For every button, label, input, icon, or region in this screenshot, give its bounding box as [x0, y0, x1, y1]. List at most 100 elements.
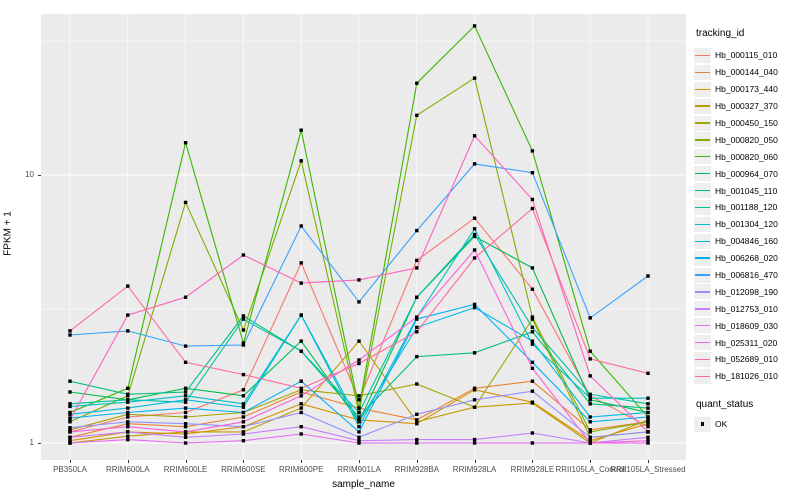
data-point — [530, 266, 535, 270]
data-point — [530, 206, 535, 211]
data-point — [183, 425, 188, 429]
x-tick-mark — [474, 460, 476, 463]
data-point — [241, 253, 246, 257]
data-point — [588, 430, 592, 434]
data-point — [646, 425, 650, 429]
data-point — [68, 441, 72, 445]
data-point — [126, 406, 130, 410]
legend-swatch — [694, 183, 711, 199]
data-point — [415, 382, 419, 386]
data-point — [588, 428, 592, 432]
data-point — [472, 162, 477, 166]
data-point — [126, 329, 130, 333]
data-point — [415, 418, 419, 422]
plot-area-svg — [41, 14, 686, 460]
data-point — [472, 398, 477, 402]
legend-item-label: Hb_018609_030 — [715, 320, 778, 331]
data-point — [126, 392, 130, 396]
data-point — [241, 402, 246, 406]
data-point — [646, 415, 650, 419]
legend-item-Hb_025311_020: Hb_025311_020 — [694, 334, 800, 351]
data-point — [472, 76, 477, 80]
data-point — [68, 435, 72, 439]
data-point — [646, 441, 650, 445]
line-swatch-icon — [695, 139, 710, 141]
line-swatch-icon — [695, 240, 710, 242]
legend-swatch — [694, 250, 711, 266]
legend-item-label: Hb_000450_150 — [715, 118, 778, 128]
data-point — [68, 404, 72, 409]
data-point — [183, 435, 188, 439]
plot-panel — [41, 14, 686, 460]
legend-item-label: Hb_181026_010 — [715, 371, 778, 382]
data-point — [357, 358, 361, 362]
line-swatch-icon — [695, 308, 710, 310]
legend-item-label: Hb_000820_050 — [715, 134, 778, 145]
data-point — [357, 406, 361, 410]
line-swatch-icon — [695, 375, 710, 378]
x-tick-label: RRIM600SE — [221, 465, 266, 474]
data-point — [299, 410, 303, 415]
line-swatch-icon — [695, 122, 710, 124]
legend-item-label: Hb_000820_060 — [715, 151, 778, 162]
data-point — [299, 313, 303, 317]
data-point — [646, 422, 650, 426]
data-point — [530, 317, 535, 321]
data-point — [299, 159, 303, 163]
data-point — [183, 432, 188, 436]
data-point — [299, 432, 303, 436]
x-tick-mark — [359, 460, 360, 463]
line-swatch-icon — [695, 206, 710, 209]
x-tick-mark — [70, 460, 71, 463]
line-swatch-icon — [695, 325, 710, 327]
legend-swatch — [694, 335, 711, 351]
data-point — [183, 200, 188, 205]
legend-item-Hb_000820_060: Hb_000820_060 — [694, 148, 800, 165]
legend-swatch — [694, 368, 711, 384]
data-point — [588, 374, 592, 378]
data-point — [530, 431, 535, 435]
legend-swatch — [694, 233, 711, 249]
legend-item-label: Hb_001045_110 — [715, 185, 778, 196]
data-point — [415, 325, 419, 330]
legend-items: Hb_000115_010 Hb_000144_040 Hb_000173_440 H… — [694, 47, 800, 385]
data-point — [357, 398, 361, 402]
data-point — [357, 430, 361, 434]
data-point — [588, 402, 592, 406]
data-point — [183, 394, 188, 398]
data-point — [68, 418, 72, 422]
data-point — [472, 134, 477, 138]
y-axis-title: FPKM + 1 — [2, 211, 14, 256]
x-tick-mark — [648, 460, 649, 463]
data-point — [588, 392, 592, 396]
data-point — [299, 425, 303, 429]
data-point — [241, 372, 246, 377]
data-point — [126, 398, 130, 402]
data-point — [241, 394, 246, 398]
data-point — [299, 339, 303, 343]
data-point — [588, 441, 592, 445]
data-point — [357, 441, 361, 445]
data-point — [299, 394, 303, 398]
legend-item-Hb_000820_050: Hb_000820_050 — [694, 131, 800, 148]
data-point — [68, 379, 72, 383]
data-point — [646, 371, 650, 375]
line-swatch-icon — [695, 172, 710, 175]
data-point — [299, 379, 303, 383]
data-point — [183, 386, 188, 390]
legend-swatch — [694, 216, 711, 232]
legend-item-label: Hb_001188_120 — [715, 202, 778, 213]
data-point — [241, 314, 246, 318]
data-point — [357, 394, 361, 398]
data-point — [530, 315, 535, 319]
legend: tracking_id Hb_000115_010 Hb_000144_040 Hb… — [694, 28, 800, 433]
data-point — [588, 349, 592, 353]
data-point — [415, 266, 419, 270]
data-point — [415, 315, 419, 319]
data-point — [68, 333, 72, 337]
y-tick-label: 10 — [25, 170, 34, 179]
data-point — [183, 360, 188, 364]
data-point — [415, 412, 419, 416]
data-point — [126, 400, 130, 404]
quant-status-legend-item: OK — [694, 416, 800, 433]
